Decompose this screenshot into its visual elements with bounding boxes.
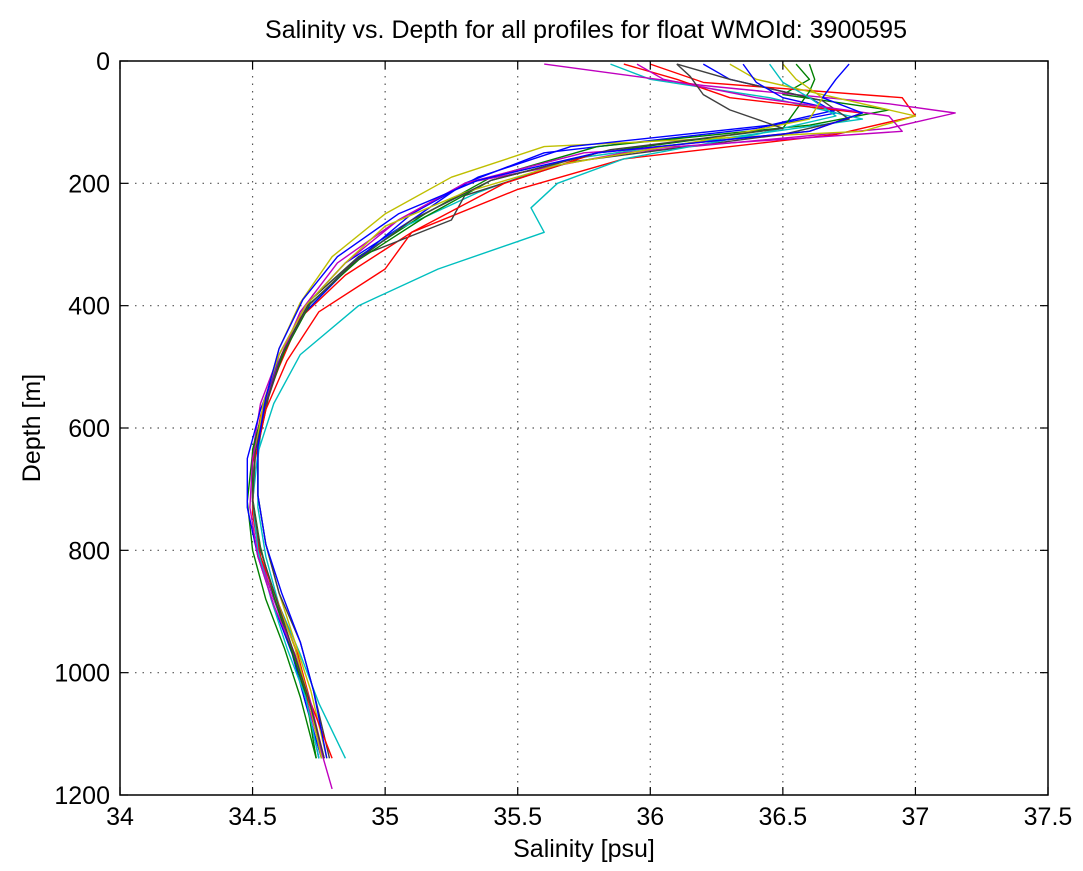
y-tick-label: 600 xyxy=(68,415,110,443)
y-tick-label: 400 xyxy=(68,293,110,321)
profile-line xyxy=(251,63,917,759)
profile-line xyxy=(251,63,956,790)
y-tick-label: 1000 xyxy=(54,660,110,688)
profile-line xyxy=(251,63,864,759)
x-tick-label: 37.5 xyxy=(1024,803,1073,831)
x-tick-label: 37 xyxy=(902,803,930,831)
grid xyxy=(120,61,1048,795)
y-axis-title: Depth [m] xyxy=(18,374,46,482)
profile-line xyxy=(251,63,816,759)
profile-line xyxy=(251,63,784,759)
profile-line xyxy=(246,63,890,759)
y-tick-label: 800 xyxy=(68,537,110,565)
x-tick-label: 35.5 xyxy=(493,803,542,831)
profile-line xyxy=(257,63,850,759)
x-tick-label: 36 xyxy=(636,803,664,831)
profile-line xyxy=(257,63,864,759)
x-tick-label: 35 xyxy=(371,803,399,831)
x-tick-label: 34 xyxy=(106,803,134,831)
y-tick-label: 0 xyxy=(96,48,110,76)
axis-ticks: 34 34.5 35 35.5 36 36.5 37 37.5 0 200 400 600 800 100… xyxy=(54,48,1072,831)
profile-line xyxy=(257,63,864,759)
x-tick-label: 34.5 xyxy=(228,803,277,831)
profile-line xyxy=(249,63,903,759)
x-tick-label: 36.5 xyxy=(759,803,808,831)
plot-area xyxy=(246,63,956,790)
profile-line xyxy=(257,63,917,759)
chart-title: Salinity vs. Depth for all profiles for … xyxy=(265,16,907,44)
y-tick-label: 200 xyxy=(68,170,110,198)
y-tick-label: 1200 xyxy=(54,782,110,810)
x-axis-title: Salinity [psu] xyxy=(513,835,655,863)
